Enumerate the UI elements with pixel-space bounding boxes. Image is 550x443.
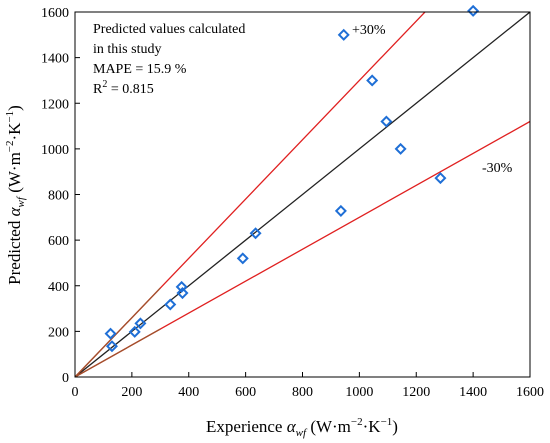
x-tick-label: 800 bbox=[292, 385, 313, 400]
y-tick-label: 1000 bbox=[41, 143, 69, 158]
y-tick-label: 1600 bbox=[41, 6, 69, 21]
data-point bbox=[105, 340, 118, 353]
x-tick-label: 1000 bbox=[345, 385, 373, 400]
data-point bbox=[394, 142, 407, 155]
y-tick-label: 400 bbox=[48, 280, 69, 295]
upper-bound-label: +30% bbox=[352, 23, 386, 38]
data-point bbox=[249, 227, 262, 240]
y-tick-label: 600 bbox=[48, 234, 69, 249]
y-tick-label: 200 bbox=[48, 325, 69, 340]
data-point bbox=[434, 172, 447, 185]
y-tick-label: 1400 bbox=[41, 52, 69, 67]
data-point bbox=[380, 115, 393, 128]
x-tick-label: 1400 bbox=[459, 385, 487, 400]
y-tick-label: 800 bbox=[48, 189, 69, 204]
data-point bbox=[164, 298, 177, 311]
data-point bbox=[467, 4, 480, 17]
y-tick-label: 0 bbox=[62, 371, 69, 386]
x-tick-label: 600 bbox=[235, 385, 256, 400]
data-point bbox=[104, 327, 117, 340]
axis-ticks: 0 200 400 600 800 1000 1200 1400 1600 0 200 400 600 8… bbox=[41, 6, 544, 400]
x-axis-label: Experience αwf (W·m−2·K−1) bbox=[206, 416, 398, 439]
data-point bbox=[175, 280, 188, 293]
x-tick-label: 1200 bbox=[402, 385, 430, 400]
inner-bound-line-2 bbox=[75, 328, 161, 377]
data-point bbox=[236, 252, 249, 265]
data-point bbox=[176, 287, 189, 300]
data-point bbox=[334, 204, 347, 217]
x-tick-label: 200 bbox=[121, 385, 142, 400]
lower-bound-label: -30% bbox=[482, 161, 513, 176]
inner-bound-line-1 bbox=[75, 287, 161, 377]
annotation-r2: R2 = 0.815 bbox=[93, 79, 154, 97]
y-tick-label: 1200 bbox=[41, 97, 69, 112]
y-axis-label: Predicted αwf (W·m−2·K−1) bbox=[4, 105, 27, 285]
data-point bbox=[128, 325, 141, 338]
data-points bbox=[104, 4, 480, 353]
data-point bbox=[337, 28, 350, 41]
x-tick-label: 400 bbox=[178, 385, 199, 400]
annotation-mape: MAPE = 15.9 % bbox=[93, 62, 187, 77]
reference-line bbox=[75, 12, 530, 377]
annotation-line-2: in this study bbox=[93, 42, 161, 57]
data-point bbox=[366, 74, 379, 87]
annotation-line-1: Predicted values calculated bbox=[93, 22, 245, 37]
x-tick-label: 1600 bbox=[516, 385, 544, 400]
reference-lines bbox=[75, 12, 530, 377]
data-point bbox=[134, 317, 147, 330]
x-tick-label: 0 bbox=[72, 385, 79, 400]
